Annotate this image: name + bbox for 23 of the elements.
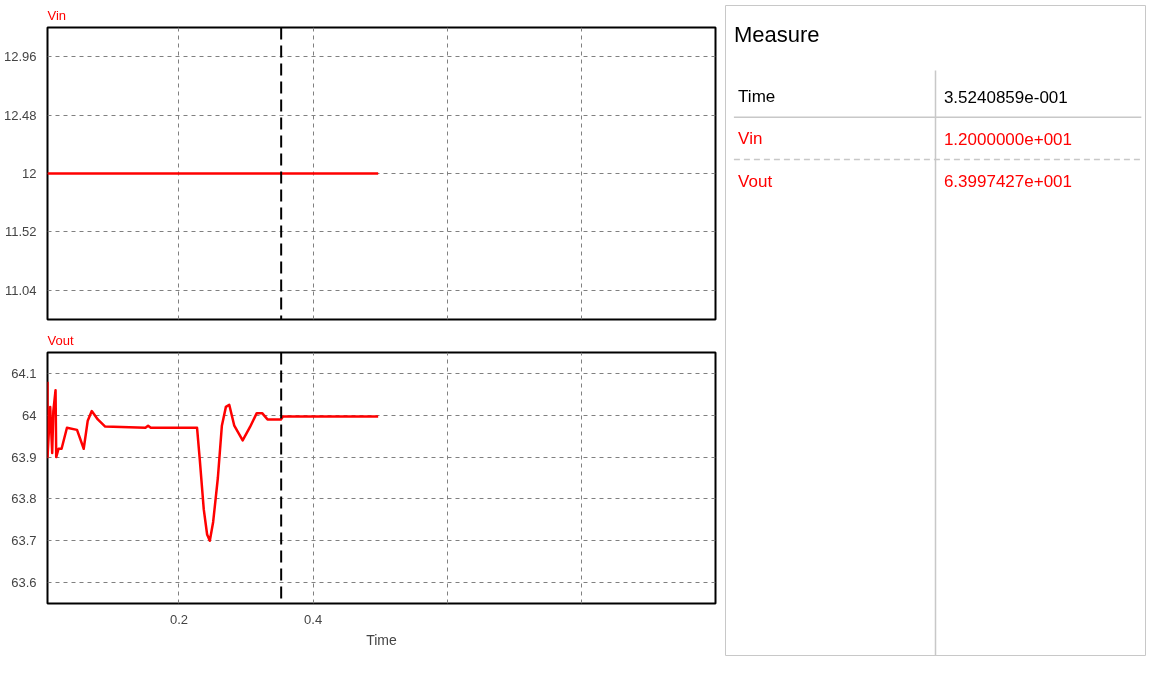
y-tick-label: 63.6 [11, 575, 37, 591]
text: Measure [733, 22, 820, 48]
text: 1.2000000e+001 [943, 129, 1073, 149]
text: 3.5240859e-001 [943, 87, 1068, 107]
y-tick-label: 64 [22, 407, 37, 423]
y-tick-label: 63.7 [11, 533, 37, 549]
x-axis-title: Time [366, 631, 398, 648]
y-tick-label: 12.48 [3, 107, 37, 123]
x-tick-label: 0.4 [304, 611, 323, 627]
text: 6.3997427e+001 [943, 172, 1073, 191]
chart-title: Vout [47, 332, 74, 348]
y-tick-label: 11.52 [4, 224, 37, 240]
text: Vin [738, 129, 763, 149]
text: Time [738, 87, 776, 106]
y-tick-label: 11.04 [4, 282, 37, 298]
y-tick-label: 63.8 [11, 491, 37, 507]
chart-title: Vin [47, 7, 67, 23]
y-tick-label: 63.9 [11, 449, 37, 465]
x-tick-label: 0.2 [169, 611, 188, 627]
y-tick-label: 12 [22, 166, 37, 181]
y-tick-label: 64.1 [11, 365, 37, 381]
text: Vout [738, 171, 773, 191]
y-tick-label: 12.96 [3, 49, 37, 65]
